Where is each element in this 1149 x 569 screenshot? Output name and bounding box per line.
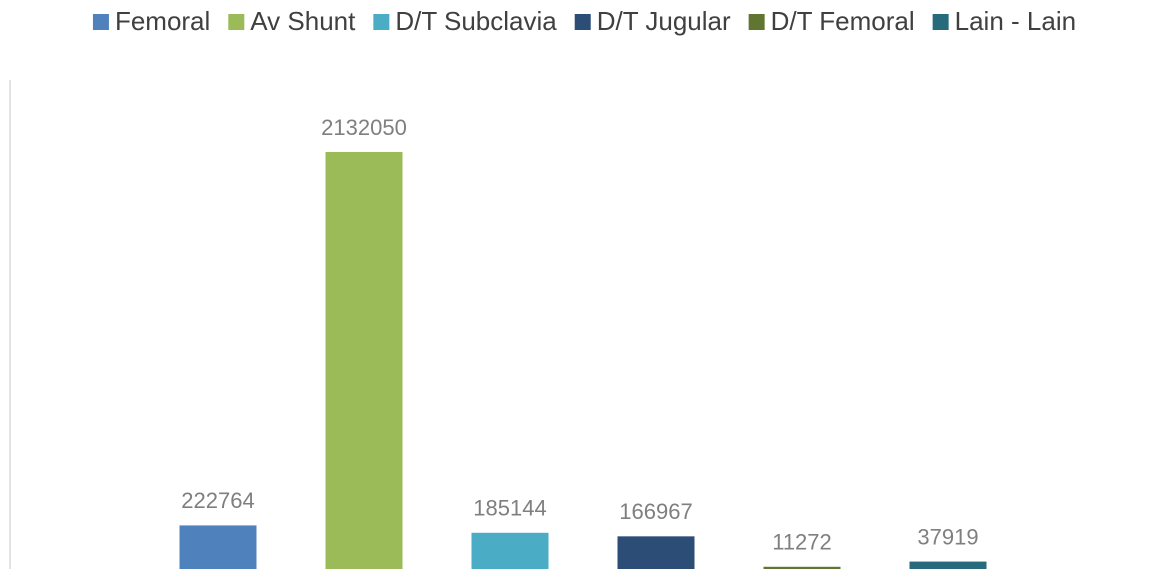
legend-label: D/T Jugular — [597, 6, 731, 36]
data-label: 11272 — [772, 530, 832, 555]
bar — [617, 536, 695, 569]
legend-swatch — [92, 14, 109, 30]
legend-swatch — [932, 14, 949, 30]
data-label: 185144 — [473, 496, 546, 521]
legend-swatch — [574, 14, 591, 30]
bar — [325, 151, 403, 569]
data-label: 222764 — [181, 488, 254, 513]
legend-label: Av Shunt — [250, 6, 356, 36]
bar — [763, 566, 841, 569]
legend-label: D/T Subclavia — [395, 6, 557, 36]
bar — [471, 532, 549, 569]
bar — [179, 525, 257, 569]
legend-swatch — [228, 14, 245, 30]
data-label: 166967 — [619, 499, 692, 524]
data-label: 37919 — [917, 524, 978, 549]
legend-label: D/T Femoral — [771, 6, 915, 36]
legend-label: Lain - Lain — [955, 6, 1076, 36]
bar — [909, 561, 987, 569]
legend-swatch — [748, 14, 765, 30]
legend-label: Femoral — [115, 6, 210, 36]
data-label: 2132050 — [321, 115, 407, 140]
legend-swatch — [373, 14, 390, 30]
